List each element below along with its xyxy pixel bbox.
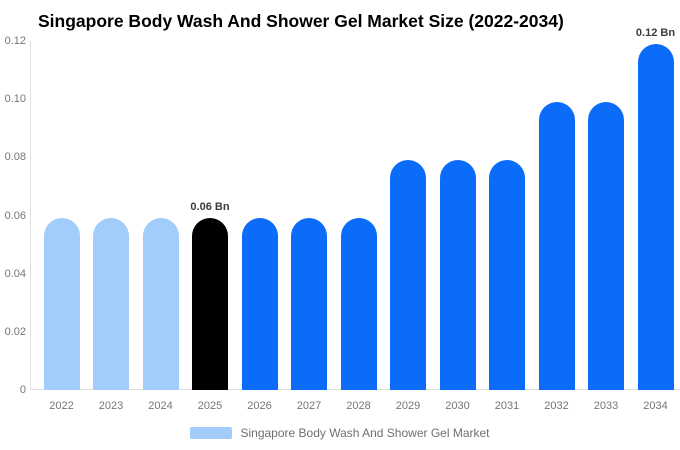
y-axis-tick-label: 0.04 bbox=[4, 267, 26, 280]
x-axis-tick-label-2024: 2024 bbox=[148, 400, 173, 412]
x-axis-tick-label-2026: 2026 bbox=[247, 400, 272, 412]
bar-2034[interactable] bbox=[637, 43, 674, 390]
bar-2029[interactable] bbox=[390, 160, 426, 390]
x-axis-tick-label-2022: 2022 bbox=[49, 400, 74, 412]
bar-2030[interactable] bbox=[439, 160, 476, 390]
y-axis-tick-label: 0.08 bbox=[4, 151, 26, 164]
bar-value-label-2025: 0.06 Bn bbox=[190, 201, 230, 214]
y-axis-tick-label: 0 bbox=[19, 384, 26, 396]
chart-title: Singapore Body Wash And Shower Gel Marke… bbox=[38, 11, 564, 31]
bar-2032[interactable] bbox=[538, 102, 575, 390]
x-axis-tick-label-2027: 2027 bbox=[296, 400, 322, 412]
x-axis-tick-label-2032: 2032 bbox=[544, 400, 569, 412]
x-axis-tick-label-2023: 2023 bbox=[98, 400, 124, 412]
bar-2026[interactable] bbox=[241, 218, 278, 390]
bar-2024[interactable] bbox=[142, 218, 179, 390]
x-axis-tick-label-2034: 2034 bbox=[643, 400, 668, 412]
x-axis-tick-label-2028: 2028 bbox=[346, 400, 371, 412]
y-axis-tick-label: 0.12 bbox=[4, 35, 26, 47]
y-axis-tick-label: 0.02 bbox=[4, 325, 26, 338]
y-axis-line bbox=[30, 41, 31, 390]
y-axis-tick-label: 0.06 bbox=[4, 209, 26, 222]
bar-2023[interactable] bbox=[93, 218, 129, 390]
bar-2033[interactable] bbox=[588, 102, 624, 390]
bar-2027[interactable] bbox=[291, 218, 327, 390]
x-axis-tick-label-2033: 2033 bbox=[593, 400, 619, 412]
x-axis-tick-label-2029: 2029 bbox=[395, 400, 421, 412]
x-axis-tick-label-2030: 2030 bbox=[445, 400, 470, 412]
bar-2031[interactable] bbox=[489, 160, 525, 390]
legend[interactable]: Singapore Body Wash And Shower Gel Marke… bbox=[0, 426, 680, 440]
legend-swatch bbox=[190, 427, 233, 439]
bar-2022[interactable] bbox=[43, 218, 80, 390]
bar-2025[interactable] bbox=[192, 218, 228, 390]
x-axis-tick-label-2025: 2025 bbox=[197, 400, 223, 412]
bar-2028[interactable] bbox=[340, 218, 377, 390]
bar-value-label-2034: 0.12 Bn bbox=[635, 26, 676, 39]
x-axis-tick-label-2031: 2031 bbox=[494, 400, 520, 412]
y-axis-tick-label: 0.10 bbox=[4, 93, 26, 106]
legend-label: Singapore Body Wash And Shower Gel Marke… bbox=[240, 426, 490, 440]
